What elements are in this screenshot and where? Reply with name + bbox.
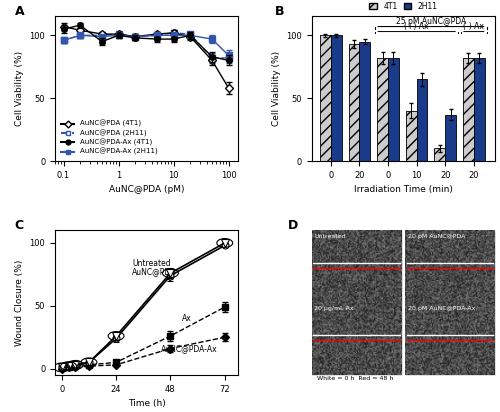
Legend: AuNC@PDA (4T1), AuNC@PDA (2H11), AuNC@PDA-Ax (4T1), AuNC@PDA-Ax (2H11): AuNC@PDA (4T1), AuNC@PDA (2H11), AuNC@PD… <box>58 118 160 157</box>
Bar <box>331 35 342 161</box>
Bar <box>474 58 484 161</box>
Text: (-) Ax: (-) Ax <box>464 22 484 31</box>
Text: Untreated: Untreated <box>132 259 170 267</box>
Text: B: B <box>275 5 284 18</box>
Text: AuNC@PDA-Ax: AuNC@PDA-Ax <box>162 344 218 353</box>
FancyBboxPatch shape <box>312 230 402 303</box>
X-axis label: AuNC@PDA (pM): AuNC@PDA (pM) <box>109 185 184 194</box>
Bar <box>360 42 370 161</box>
Y-axis label: Cell Viability (%): Cell Viability (%) <box>15 51 24 126</box>
Text: — 500 μm: — 500 μm <box>317 365 349 370</box>
Bar <box>377 58 388 161</box>
Y-axis label: Wound Closure (%): Wound Closure (%) <box>15 260 24 346</box>
Text: C: C <box>14 219 24 232</box>
Bar <box>388 58 399 161</box>
FancyBboxPatch shape <box>405 303 495 375</box>
Text: 25 pM AuNC@PDA: 25 pM AuNC@PDA <box>396 17 466 26</box>
Bar <box>406 111 416 161</box>
Text: A: A <box>14 5 24 18</box>
Text: White = 0 h  Red = 48 h: White = 0 h Red = 48 h <box>317 377 394 382</box>
Bar <box>445 115 456 161</box>
FancyBboxPatch shape <box>312 303 402 375</box>
X-axis label: Time (h): Time (h) <box>128 399 166 408</box>
Bar <box>463 58 474 161</box>
Y-axis label: Cell Viability (%): Cell Viability (%) <box>272 51 280 126</box>
Text: (+) Ax: (+) Ax <box>404 22 429 31</box>
Bar <box>416 80 428 161</box>
Bar <box>320 35 331 161</box>
Legend: 4T1, 2H11: 4T1, 2H11 <box>366 0 440 14</box>
FancyBboxPatch shape <box>405 230 495 303</box>
Bar <box>348 44 360 161</box>
Text: Ax: Ax <box>182 314 192 323</box>
Text: D: D <box>288 219 298 232</box>
Text: AuNC@PDA: AuNC@PDA <box>132 267 176 276</box>
Bar <box>434 148 445 161</box>
X-axis label: Irradiation Time (min): Irradiation Time (min) <box>354 185 453 194</box>
